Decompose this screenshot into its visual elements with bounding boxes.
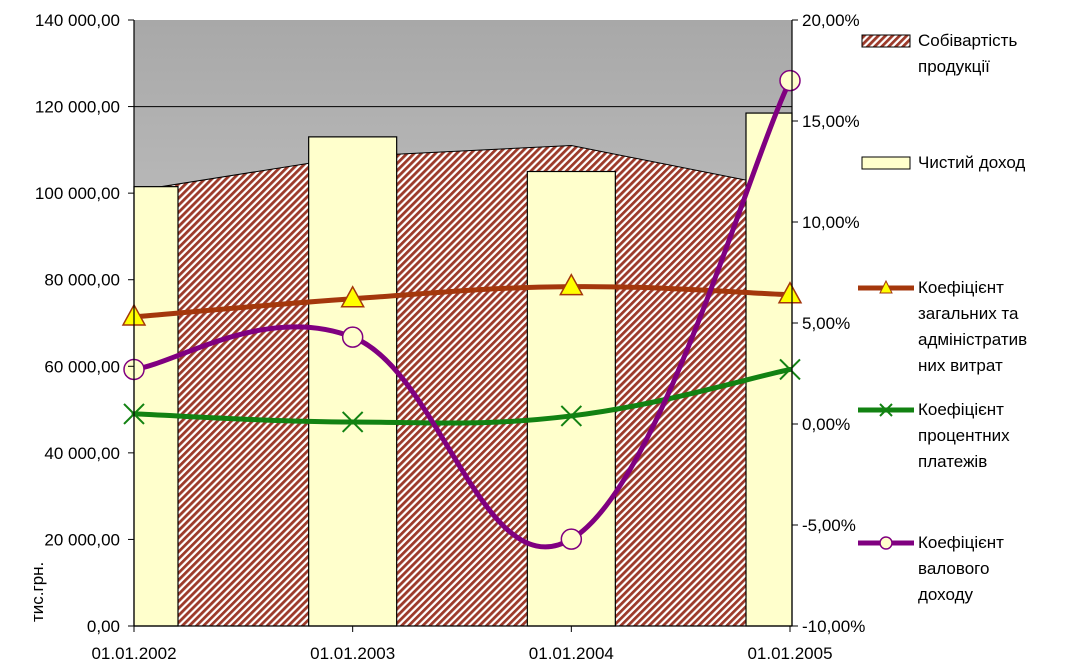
y-right-tick-label: 20,00% — [802, 11, 860, 30]
line-series-3 — [131, 366, 793, 426]
legend-marker-triangle — [879, 279, 893, 294]
legend-entry-0: Собівартість продукції — [861, 31, 1017, 76]
point-x-1 — [341, 411, 364, 433]
point-x-stroke-b — [779, 358, 801, 381]
y-right-tick-label: -5,00% — [802, 516, 856, 535]
point-circle-3 — [779, 69, 801, 92]
legend-label: процентних — [918, 426, 1010, 445]
y-right-tick-label: 0,00% — [802, 415, 850, 434]
y-left-tick-label: 80 000,00 — [44, 271, 120, 290]
legend-swatch-bar — [861, 156, 911, 170]
legend-label: Коефіцієнт — [918, 533, 1004, 552]
y-left-tick-label: 60 000,00 — [44, 357, 120, 376]
legend-label: Коефіцієнт — [918, 278, 1004, 297]
y-right-tick-label: -10,00% — [802, 617, 865, 636]
point-circle-2 — [560, 528, 583, 550]
y-left-axis-title: тис.грн. — [28, 562, 47, 622]
axes-layer: 0,00 20 000,00 40 000,00 60 000,00 80 000,00… — [28, 11, 865, 663]
legend-marker-circle — [879, 536, 893, 550]
legend-entry-2: Коефіцієнт загальних та адміністратив них в… — [858, 278, 1027, 375]
legend-label: продукції — [918, 57, 990, 76]
bar-1 — [308, 136, 398, 627]
y-right-tick-label: 15,00% — [802, 112, 860, 131]
legend-label: валового — [918, 559, 989, 578]
y-left-tick-label: 140 000,00 — [35, 11, 120, 30]
point-x-stroke-b — [341, 411, 364, 433]
area-series — [133, 145, 791, 627]
legend-label: доходу — [918, 585, 973, 604]
y-left-tick-label: 20 000,00 — [44, 530, 120, 549]
legend-label: адміністратив — [918, 330, 1027, 349]
area-series-layer — [133, 145, 791, 627]
legend-entry-4: Коефіцієнт валового доходу — [858, 533, 1004, 604]
x-tick-label: 01.01.2005 — [747, 644, 832, 663]
legend-entry-3: Коефіцієнт процентних платежів — [858, 400, 1010, 471]
legend-swatch-area — [861, 34, 911, 48]
y-right-tick-label: 10,00% — [802, 213, 860, 232]
legend-label: них витрат — [918, 356, 1003, 375]
legend-label: Чистий доход — [918, 153, 1025, 172]
legend-label: Коефіцієнт — [918, 400, 1004, 419]
legend-label: загальних та — [918, 304, 1019, 323]
y-left-tick-label: 120 000,00 — [35, 98, 120, 117]
point-triangle-3 — [777, 281, 803, 304]
line-series-layer — [131, 78, 793, 550]
point-x-stroke-b — [560, 405, 583, 427]
x-tick-label: 01.01.2004 — [529, 644, 614, 663]
y-left-tick-label: 100 000,00 — [35, 184, 120, 203]
point-x-3 — [779, 358, 801, 381]
legend-marker-x-b — [879, 403, 893, 417]
y-left-tick-label: 40 000,00 — [44, 444, 120, 463]
legend-entry-1: Чистий доход — [861, 153, 1025, 172]
point-triangle-1 — [340, 285, 365, 308]
x-tick-label: 01.01.2002 — [91, 644, 176, 663]
line-series-4 — [131, 78, 793, 550]
line-series-2 — [131, 284, 793, 320]
point-circle-1 — [341, 326, 364, 348]
y-right-tick-label: 5,00% — [802, 314, 850, 333]
legend: Собівартість продукції Чистий доход Коефіці… — [858, 31, 1027, 604]
x-tick-label: 01.01.2003 — [310, 644, 395, 663]
legend-label: платежів — [918, 452, 987, 471]
legend-label: Собівартість — [918, 31, 1017, 50]
y-left-tick-label: 0,00 — [87, 617, 120, 636]
bar-2 — [526, 170, 616, 627]
point-triangle-2 — [559, 273, 584, 296]
point-x-2 — [560, 405, 583, 427]
